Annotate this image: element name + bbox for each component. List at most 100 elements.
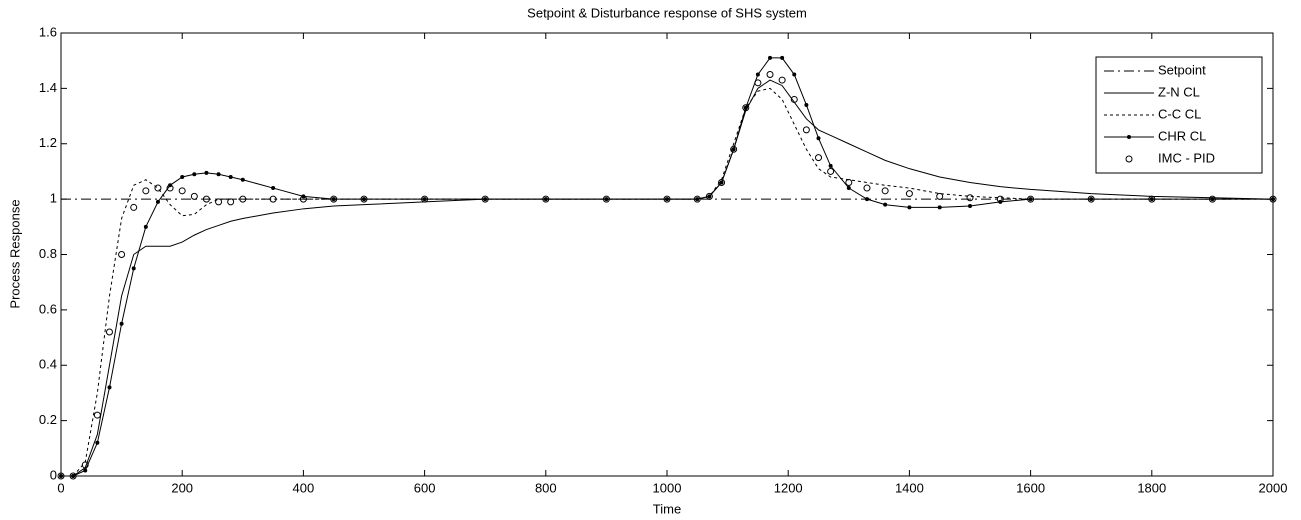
series-marker <box>905 190 913 198</box>
series-marker <box>142 187 150 195</box>
legend-label: C-C CL <box>1158 106 1201 121</box>
series-marker <box>190 192 198 200</box>
series-marker <box>421 195 429 203</box>
series-marker <box>790 95 798 103</box>
series-marker <box>131 266 136 271</box>
series-marker <box>966 194 974 202</box>
series-marker <box>705 192 713 200</box>
x-tick-label: 600 <box>414 480 436 495</box>
legend-marker <box>1125 155 1133 163</box>
series-marker <box>178 187 186 195</box>
series-marker <box>1210 197 1215 202</box>
series-marker <box>204 170 209 175</box>
series-marker <box>81 461 89 469</box>
series-marker <box>778 76 786 84</box>
series-marker <box>330 195 338 203</box>
y-tick-label: 0.8 <box>39 246 57 261</box>
series-marker <box>730 145 738 153</box>
y-tick-label: 1 <box>50 191 57 206</box>
x-tick-label: 400 <box>293 480 315 495</box>
series-marker <box>743 105 748 110</box>
series-marker <box>663 195 671 203</box>
series-marker <box>602 195 610 203</box>
series-marker <box>1149 197 1154 202</box>
y-tick-label: 1.4 <box>39 80 57 95</box>
x-tick-label: 2000 <box>1259 480 1288 495</box>
series-marker <box>768 55 773 60</box>
series-marker <box>202 195 210 203</box>
series-marker <box>937 205 942 210</box>
series-marker <box>107 385 112 390</box>
series-marker <box>227 198 235 206</box>
y-tick-label: 1.2 <box>39 135 57 150</box>
series-marker <box>216 172 221 177</box>
y-tick-label: 0.2 <box>39 412 57 427</box>
series-marker <box>1028 197 1033 202</box>
x-tick-label: 200 <box>171 480 193 495</box>
series-marker <box>360 195 368 203</box>
series-marker <box>604 197 609 202</box>
series-marker <box>180 174 185 179</box>
series-marker <box>105 328 113 336</box>
series-marker <box>755 72 760 77</box>
series-marker <box>816 136 821 141</box>
series-marker <box>422 197 427 202</box>
plot-area <box>60 32 1274 477</box>
series-marker <box>883 202 888 207</box>
series-marker <box>239 195 247 203</box>
series-marker <box>802 126 810 134</box>
series-marker <box>481 195 489 203</box>
series-marker <box>57 472 65 480</box>
series-marker <box>1208 195 1216 203</box>
series-marker <box>1148 195 1156 203</box>
series-marker <box>827 167 835 175</box>
series-marker <box>215 198 223 206</box>
series-marker <box>845 179 853 187</box>
series-marker <box>240 177 245 182</box>
series-marker <box>93 411 101 419</box>
series-marker <box>483 197 488 202</box>
series-marker <box>331 197 336 202</box>
legend-label: Z-N CL <box>1158 84 1200 99</box>
series-marker <box>269 195 277 203</box>
series-marker <box>766 71 774 79</box>
series-marker <box>731 147 736 152</box>
series-marker <box>804 102 809 107</box>
series-marker <box>792 72 797 77</box>
series-marker <box>154 184 162 192</box>
chart-title: Setpoint & Disturbance response of SHS s… <box>527 5 807 20</box>
series-marker <box>271 186 276 191</box>
series-marker <box>846 186 851 191</box>
x-tick-label: 800 <box>535 480 557 495</box>
series-marker <box>707 194 712 199</box>
x-tick-label: 1000 <box>653 480 682 495</box>
series-marker <box>718 179 726 187</box>
series-marker <box>754 79 762 87</box>
series-marker <box>815 154 822 162</box>
x-tick-label: 1600 <box>1016 480 1045 495</box>
x-axis-label: Time <box>653 501 681 516</box>
series-marker <box>118 251 126 258</box>
y-tick-label: 0.6 <box>39 301 57 316</box>
series-marker <box>828 163 833 168</box>
series-marker <box>542 195 550 203</box>
legend-marker <box>1127 135 1131 139</box>
series-marker <box>83 468 88 473</box>
x-tick-label: 0 <box>57 480 64 495</box>
x-tick-label: 1200 <box>774 480 803 495</box>
y-tick-label: 0.4 <box>39 357 57 372</box>
series-marker <box>742 104 750 112</box>
legend-label: Setpoint <box>1158 62 1206 77</box>
series-marker <box>863 184 871 192</box>
series-marker <box>719 180 724 185</box>
series-marker <box>362 197 366 202</box>
y-axis-label: Process Response <box>7 199 22 308</box>
y-tick-label: 1.6 <box>39 24 57 39</box>
series-marker <box>968 204 972 209</box>
series-marker <box>228 174 233 179</box>
series-marker <box>996 195 1004 203</box>
series-marker <box>1087 195 1095 203</box>
series-marker <box>119 321 124 326</box>
series-marker <box>1269 195 1277 203</box>
